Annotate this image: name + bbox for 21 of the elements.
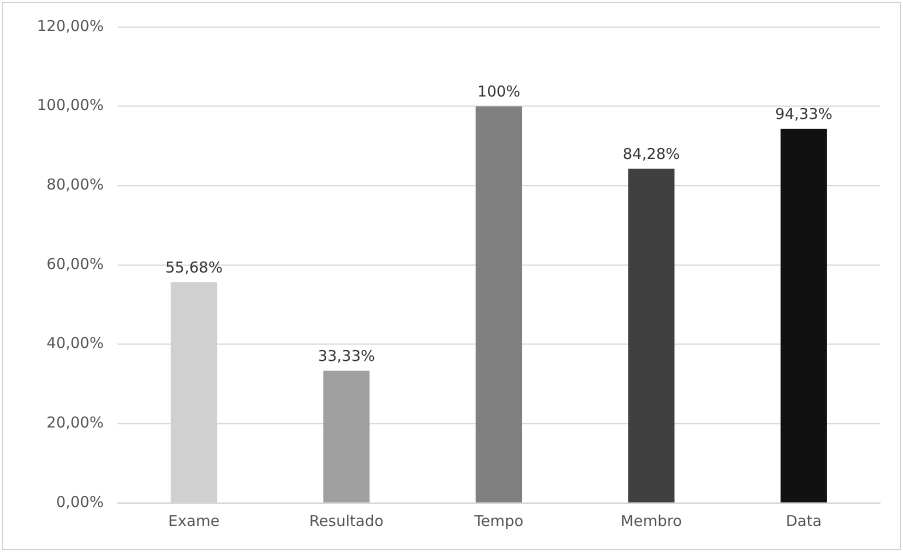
y-tick-label: 120,00% bbox=[36, 16, 104, 35]
bar bbox=[628, 168, 674, 502]
y-tick-label: 40,00% bbox=[46, 334, 104, 352]
x-tick-label: Exame bbox=[168, 512, 220, 530]
x-tick-label: Tempo bbox=[473, 512, 524, 530]
data-label: 94,33% bbox=[775, 105, 832, 124]
y-tick-label: 80,00% bbox=[46, 176, 104, 194]
data-label: 33,33% bbox=[318, 347, 376, 366]
y-tick-label: 100,00% bbox=[36, 96, 104, 114]
bar bbox=[780, 128, 827, 502]
data-label: 84,28% bbox=[622, 145, 680, 164]
bar bbox=[476, 106, 522, 502]
x-tick-label: Data bbox=[786, 512, 822, 530]
x-tick-label: Membro bbox=[620, 512, 682, 530]
y-tick-label: 60,00% bbox=[46, 254, 104, 273]
x-tick-label: Resultado bbox=[309, 512, 384, 530]
data-label: 100% bbox=[477, 82, 520, 101]
y-tick-label: 20,00% bbox=[46, 414, 104, 432]
y-tick-label: 0,00% bbox=[56, 492, 104, 511]
bar bbox=[323, 370, 370, 502]
data-label: 55,68% bbox=[165, 258, 223, 277]
